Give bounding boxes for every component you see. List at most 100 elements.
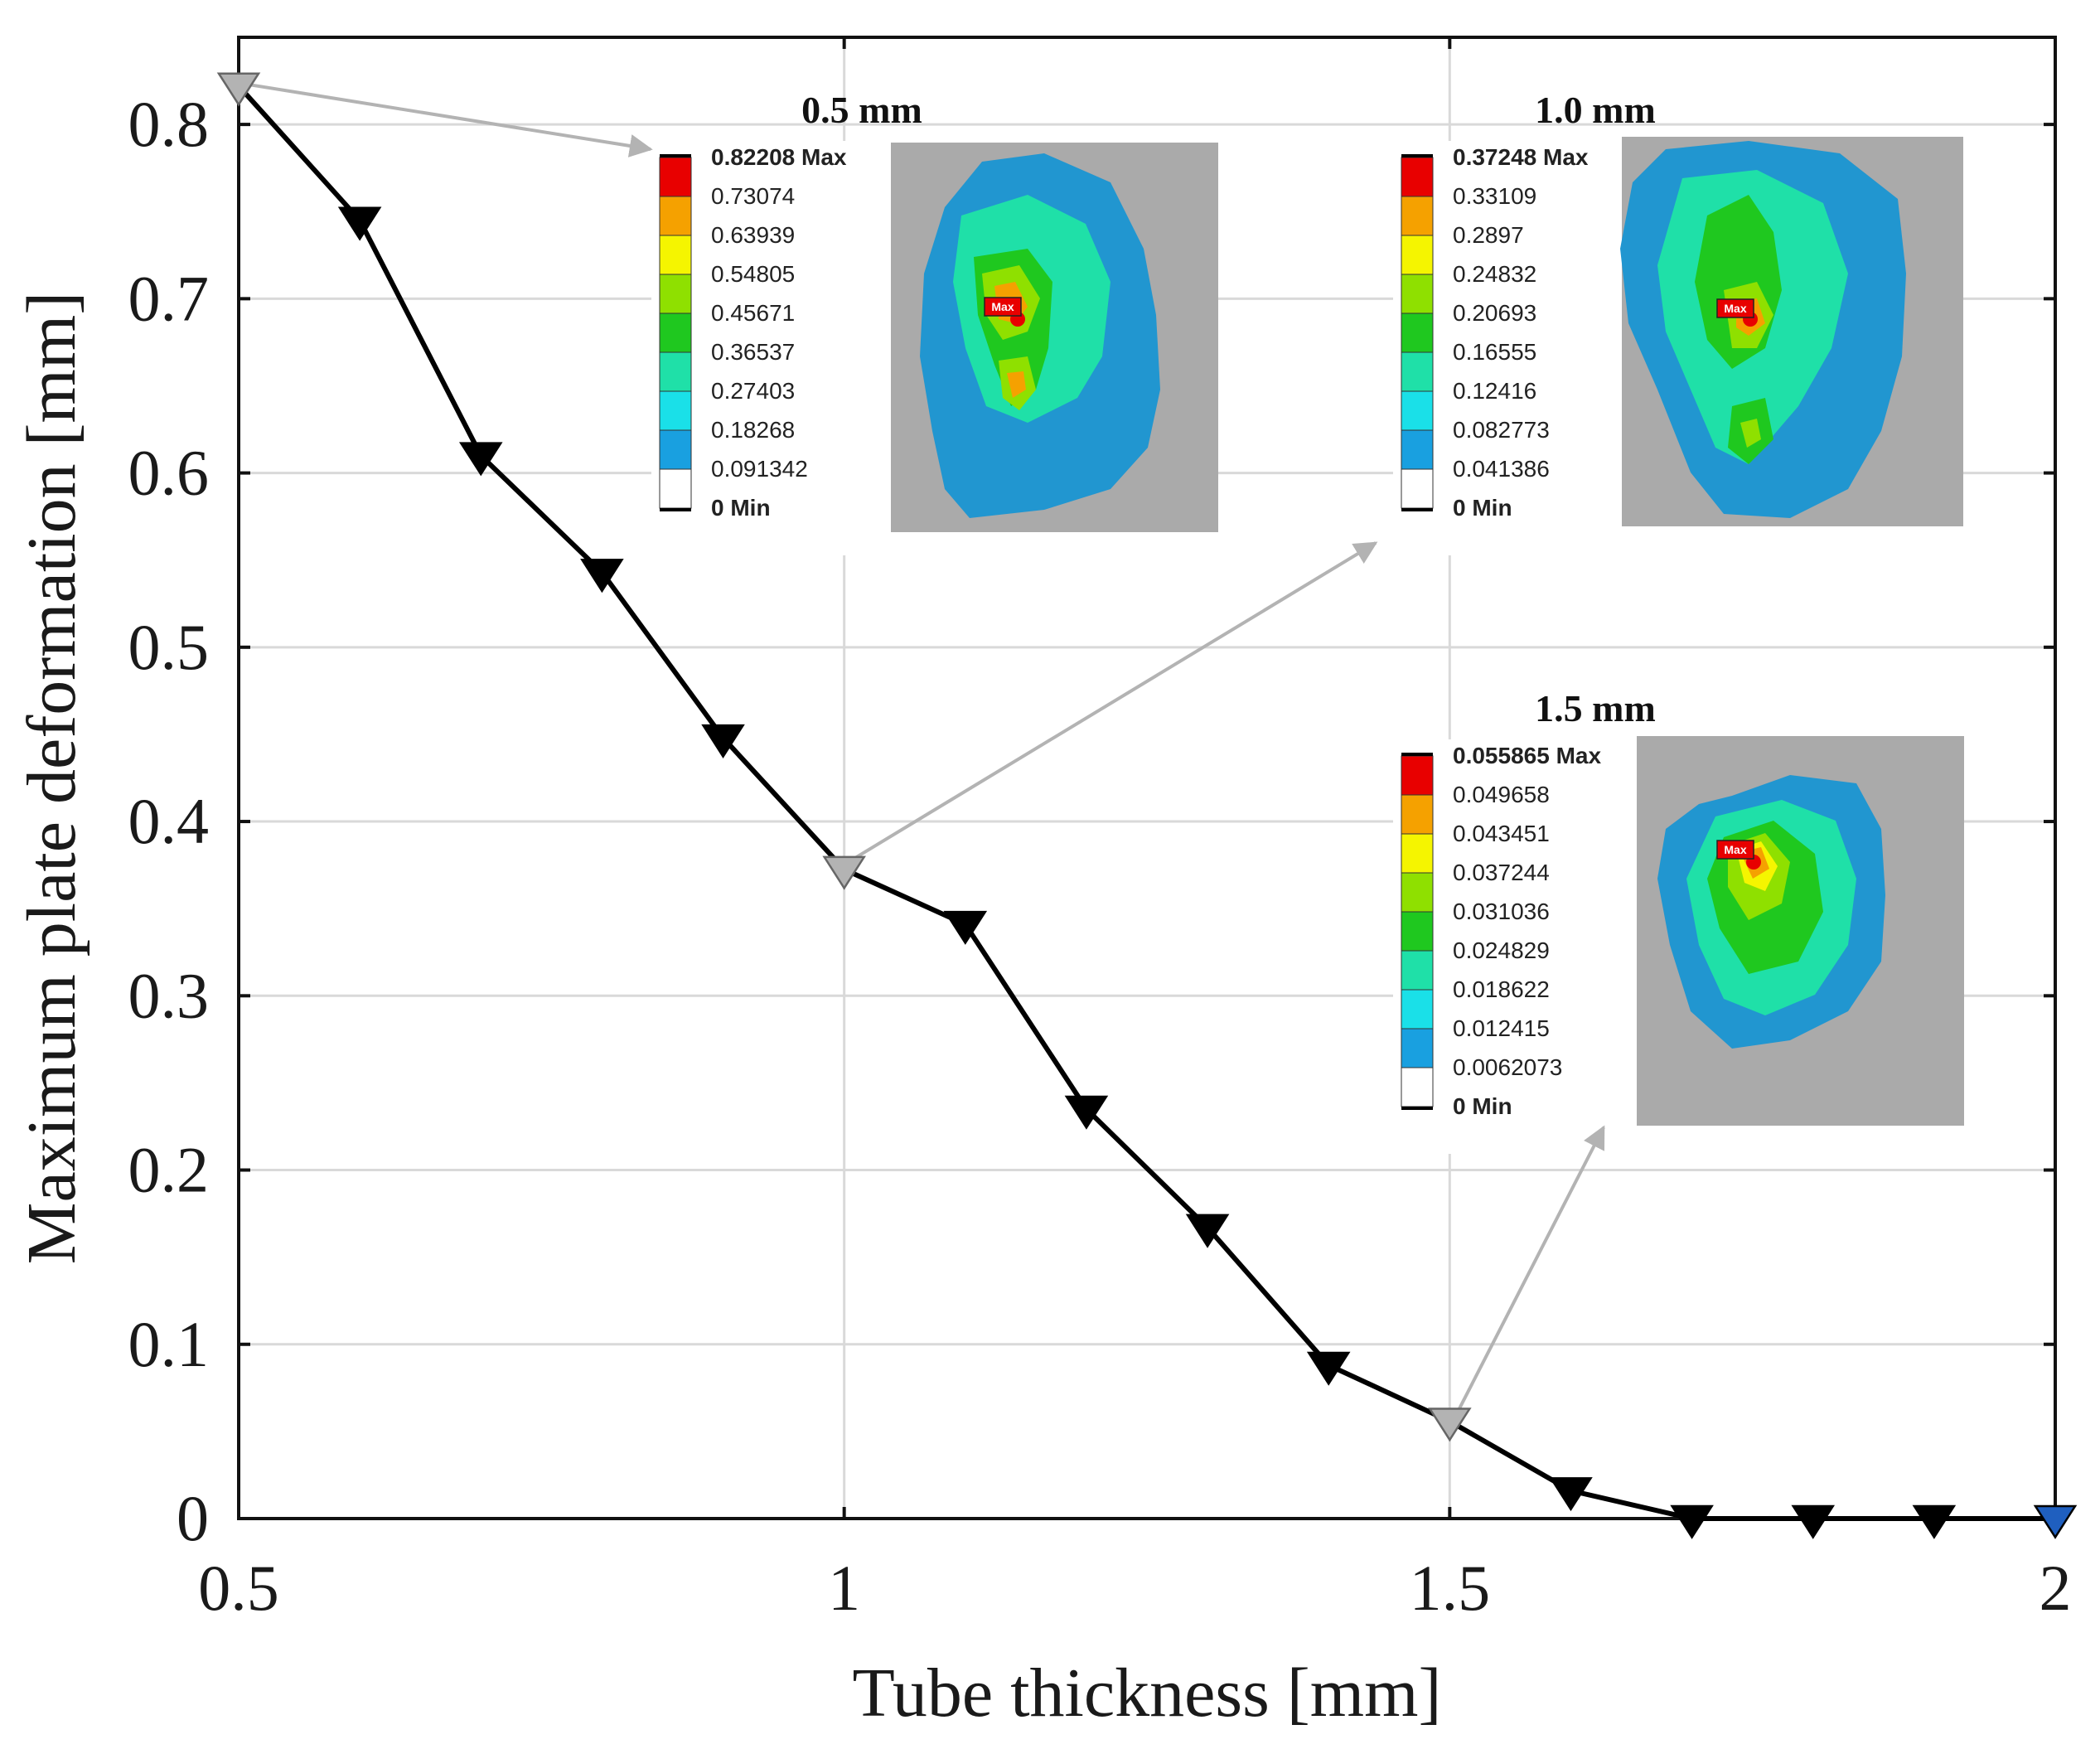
colorbar-swatch [1401,833,1434,874]
colorbar-cap [660,508,691,511]
data-point-marker [2033,1504,2078,1539]
colorbar-swatch [1401,390,1434,431]
contour-region [1740,419,1761,448]
colorbar-swatch [1401,312,1434,353]
contour-inset: Max 1.0 mm 0.37248 Max 0.33109 0.2897 0.24832… [1393,89,1963,555]
colorbar-swatch [1401,872,1434,913]
contour-insets: Max 0.5 mm 0.82208 Max 0.73074 0.63939 0.5480… [651,89,1964,1154]
colorbar-label: 0 Min [1453,1093,1512,1119]
y-tick-label: 0.5 [128,611,210,683]
callout-arrow [851,541,1378,861]
callout-arrows [246,82,1605,1412]
data-point-marker [580,559,624,593]
colorbar-swatch [1401,794,1434,835]
contour-region [1007,371,1026,398]
data-point-marker [1549,1477,1593,1512]
inset-title: 1.0 mm [1535,89,1656,131]
data-point-marker [1064,1095,1109,1130]
y-tick-label: 0.1 [128,1308,210,1380]
colorbar-label: 0.082773 [1453,417,1550,443]
colorbar-label: 0.018622 [1453,976,1550,1002]
colorbar-swatch [1401,989,1434,1030]
colorbar-label: 0.82208 Max [711,144,847,170]
x-axis-title: Tube thickness [mm] [853,1655,1442,1732]
colorbar-cap [1401,1107,1433,1110]
max-tag: Max [984,297,1022,317]
colorbar-swatch [659,274,692,314]
data-point-marker [1306,1351,1351,1386]
colorbar-swatch [1401,157,1434,197]
contour-inset: Max 0.5 mm 0.82208 Max 0.73074 0.63939 0.5480… [651,89,1218,555]
colorbar-label: 0.055865 Max [1453,743,1601,768]
y-tick-label: 0.4 [128,785,210,857]
colorbar-label: 0.37248 Max [1453,144,1589,170]
colorbar-label: 0.043451 [1453,821,1550,846]
colorbar-label: 0 Min [1453,495,1512,521]
max-tag: Max [1716,840,1754,860]
colorbar-label: 0.20693 [1453,300,1536,326]
callout-arrow [1456,1125,1605,1412]
colorbar-swatch [1401,755,1434,796]
colorbar-label: 0.54805 [711,261,795,287]
colorbar-cap [660,154,691,157]
x-tick-label: 2 [2040,1552,2072,1624]
data-point-marker [1185,1214,1230,1248]
colorbar-swatch [1401,274,1434,314]
colorbar-label: 0.12416 [1453,378,1536,404]
colorbar-label: 0.63939 [711,222,795,248]
colorbar-swatch [1401,196,1434,236]
data-point-marker [337,206,382,241]
inset-title: 0.5 mm [801,89,922,131]
colorbar-swatch [659,390,692,431]
y-tick-label: 0 [177,1482,209,1554]
colorbar-label: 0.091342 [711,456,808,482]
data-point-marker [458,442,503,477]
series-line [236,84,2055,1521]
colorbar-swatch [1401,351,1434,392]
colorbar-swatch [659,429,692,470]
colorbar-swatch [659,468,692,509]
colorbar-label: 0.0062073 [1453,1054,1562,1080]
data-point-marker [1428,1407,1472,1442]
y-tick-label: 0.2 [128,1134,210,1206]
colorbar-label: 0.24832 [1453,261,1536,287]
colorbar-label: 0.037244 [1453,860,1550,885]
colorbar-swatch [659,351,692,392]
colorbar-label: 0.024829 [1453,937,1550,963]
tick-labels: 0 0.1 0.2 0.3 0.4 0.5 0.6 0.7 0.8 0.5 1 1.5 2 [128,88,2072,1624]
colorbar-label: 0.73074 [711,183,795,209]
plot-frame [237,36,2057,1520]
colorbar-label: 0.16555 [1453,339,1536,365]
data-point-marker [943,910,988,945]
colorbar-swatch [659,312,692,353]
contour-inset: Max 1.5 mm 0.055865 Max 0.049658 0.043451 0.0… [1393,687,1964,1154]
max-tag-label: Max [1724,843,1746,856]
colorbar-swatch [1401,1028,1434,1068]
max-tag-label: Max [1724,302,1746,315]
colorbar-swatch [659,196,692,236]
x-tick-label: 1.5 [1410,1552,1491,1624]
callout-arrow [246,82,653,157]
y-tick-label: 0.3 [128,959,210,1031]
data-point-marker [1791,1504,1836,1539]
data-point-marker [822,855,866,890]
colorbar-label: 0.36537 [711,339,795,365]
colorbar-label: 0.27403 [711,378,795,404]
colorbar-swatch [1401,911,1434,952]
colorbar-label: 0.041386 [1453,456,1550,482]
colorbar-swatch [659,235,692,275]
inset-title: 1.5 mm [1535,687,1656,729]
data-point-marker [701,724,745,758]
colorbar-label: 0.031036 [1453,899,1550,924]
colorbar-cap [1401,154,1433,157]
y-tick-label: 0.7 [128,262,210,334]
colorbar-swatch [1401,1067,1434,1107]
y-tick-label: 0.8 [128,88,210,160]
x-tick-label: 1 [828,1552,860,1624]
series [216,72,2078,1539]
max-tag: Max [1716,298,1754,318]
colorbar-swatch [1401,235,1434,275]
data-point-marker [1912,1504,1957,1539]
y-axis-title: Maximum plate deformation [mm] [13,292,90,1264]
colorbar-label: 0.18268 [711,417,795,443]
